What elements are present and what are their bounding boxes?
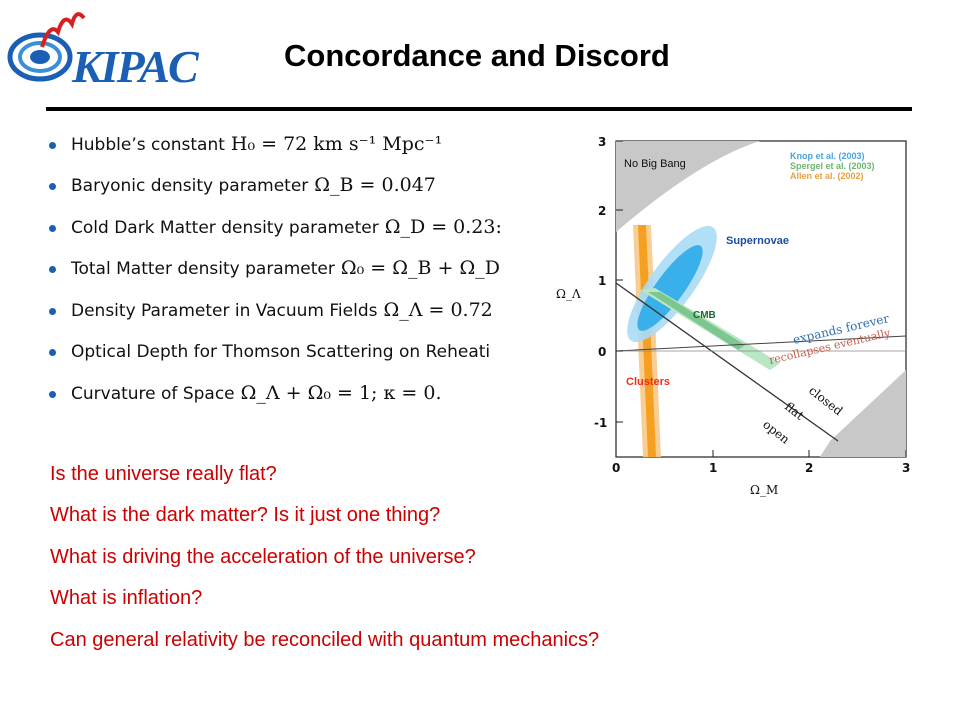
bullet-dot: [49, 266, 56, 273]
title-divider: [46, 107, 912, 111]
y-tick-label: 1: [598, 274, 606, 288]
x-tick-label: 0: [612, 461, 620, 475]
cmb-label: CMB: [693, 310, 716, 321]
bullet-text: Optical Depth for Thomson Scattering on …: [71, 342, 491, 362]
cosmology-plot: 0 1 2 3 3 2 1 0 -1 Ω_M Ω_Λ No Big Bang K…: [556, 135, 910, 497]
bullet-dot: [49, 183, 56, 190]
bullet-math: Ω_Λ + Ω₀ = 1; κ = 0.: [240, 382, 442, 404]
bullet-math: Ω_D = 0.23:: [384, 216, 502, 238]
y-tick-label: 3: [598, 135, 606, 149]
x-tick-label: 3: [902, 461, 910, 475]
bullet-text: Cold Dark Matter density parameter: [71, 218, 379, 238]
question-item: Is the universe really flat?: [50, 463, 277, 485]
bullet-math: H₀ = 72 km s⁻¹ Mpc⁻¹: [230, 133, 443, 155]
x-axis-ticks: [615, 450, 907, 457]
kipac-logo: KIPAC: [7, 12, 202, 92]
parameter-list: Hubble’s constant H₀ = 72 km s⁻¹ Mpc⁻¹ Ba…: [44, 127, 548, 417]
logo-swirl-icon: [7, 12, 86, 82]
x-tick-label: 1: [709, 461, 717, 475]
bullet-dot: [49, 349, 56, 356]
list-item: Optical Depth for Thomson Scattering on …: [44, 334, 548, 372]
no-big-bang-region: [616, 141, 760, 232]
bullet-text: Curvature of Space: [71, 384, 235, 404]
legend-entry-knop: Knop et al. (2003): [790, 151, 865, 161]
list-item: Density Parameter in Vacuum Fields Ω_Λ = …: [44, 293, 548, 331]
bullet-text: Baryonic density parameter: [71, 176, 309, 196]
clusters-label: Clusters: [626, 376, 670, 388]
x-axis-label: Ω_M: [750, 483, 778, 497]
list-item: Curvature of Space Ω_Λ + Ω₀ = 1; κ = 0.: [44, 376, 548, 414]
question-item: Can general relativity be reconciled wit…: [50, 629, 600, 651]
y-tick-label: 2: [598, 204, 606, 218]
question-item: What is driving the acceleration of the …: [50, 546, 476, 568]
bullet-math: Ω_Λ = 0.72: [383, 299, 493, 321]
y-tick-label: 0: [598, 345, 606, 359]
legend-entry-allen: Allen et al. (2002): [790, 171, 864, 181]
bullet-dot: [49, 308, 56, 315]
supernovae-label: Supernovae: [726, 235, 789, 247]
clusters-band: [633, 225, 661, 457]
y-axis-ticks: [616, 140, 623, 423]
bullet-text: Hubble’s constant: [71, 135, 225, 155]
bullet-math: Ω₀ = Ω_B + Ω_D: [340, 257, 500, 279]
list-item: Total Matter density parameter Ω₀ = Ω_B +…: [44, 251, 548, 289]
no-big-bang-label: No Big Bang: [624, 158, 686, 170]
list-item: Hubble’s constant H₀ = 72 km s⁻¹ Mpc⁻¹: [44, 127, 548, 165]
y-tick-label: -1: [594, 416, 607, 430]
expansion-boundary-line: [616, 335, 906, 352]
list-item: Cold Dark Matter density parameter Ω_D = …: [44, 210, 548, 248]
question-item: What is the dark matter? Is it just one …: [50, 504, 441, 526]
flat-line: [616, 282, 839, 442]
logo-text: KIPAC: [71, 41, 200, 92]
y-axis-label: Ω_Λ: [556, 287, 581, 301]
bullet-text: Total Matter density parameter: [71, 259, 335, 279]
bullet-dot: [49, 391, 56, 398]
bullet-text: Density Parameter in Vacuum Fields: [71, 301, 378, 321]
bullet-dot: [49, 225, 56, 232]
bullet-dot: [49, 142, 56, 149]
page-title: Concordance and Discord: [284, 38, 670, 73]
x-tick-label: 2: [805, 461, 813, 475]
bullet-math: Ω_B = 0.047: [314, 174, 436, 196]
question-item: What is inflation?: [50, 587, 203, 609]
cmb-contour: [640, 288, 780, 370]
legend-entry-spergel: Spergel et al. (2003): [790, 161, 875, 171]
closed-shade-region: [820, 370, 906, 457]
list-item: Baryonic density parameter Ω_B = 0.047: [44, 168, 548, 206]
